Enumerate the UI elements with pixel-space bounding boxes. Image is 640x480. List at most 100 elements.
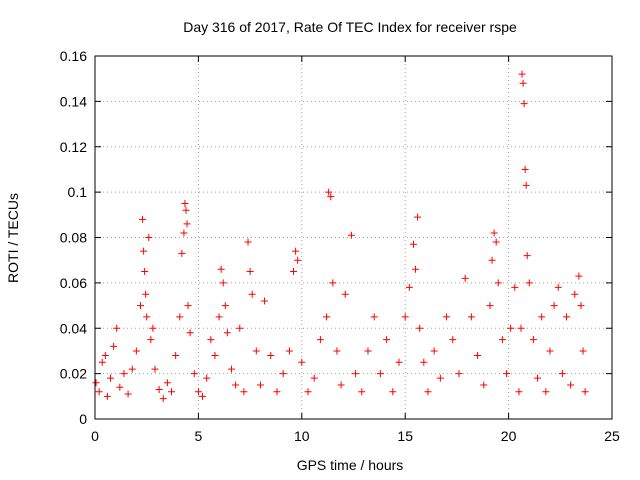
y-axis-label: ROTI / TECUs [5, 193, 21, 283]
data-point [529, 336, 537, 344]
data-point [370, 313, 378, 321]
data-point [215, 313, 223, 321]
data-point [488, 256, 496, 264]
data-point [290, 268, 298, 276]
data-point [101, 351, 109, 359]
data-point [316, 336, 324, 344]
data-point [136, 302, 144, 310]
data-point [310, 374, 318, 382]
data-point [223, 329, 231, 337]
data-point [383, 336, 391, 344]
data-point [107, 374, 115, 382]
y-tick-label: 0 [79, 411, 87, 427]
data-point [474, 351, 482, 359]
data-point [341, 290, 349, 298]
data-point [95, 388, 103, 396]
data-point [190, 370, 198, 378]
x-tick-label: 25 [604, 428, 620, 444]
data-point [143, 313, 151, 321]
data-point [416, 324, 424, 332]
data-point [480, 381, 488, 389]
data-point [376, 370, 384, 378]
data-point [521, 165, 529, 173]
data-point [546, 347, 554, 355]
data-point [176, 313, 184, 321]
data-point [163, 379, 171, 387]
y-tick-label: 0.08 [60, 230, 87, 246]
data-point [181, 199, 189, 207]
data-point [232, 381, 240, 389]
data-point [538, 313, 546, 321]
data-point [522, 181, 530, 189]
data-point [519, 79, 527, 87]
x-axis-label: GPS time / hours [297, 457, 404, 473]
data-point [337, 381, 345, 389]
data-point [494, 279, 502, 287]
data-point [443, 313, 451, 321]
data-point [424, 388, 432, 396]
data-point [149, 324, 157, 332]
data-point [172, 351, 180, 359]
data-point [124, 390, 132, 398]
data-point [141, 268, 149, 276]
data-point [211, 351, 219, 359]
data-point [329, 279, 337, 287]
data-point [347, 231, 355, 239]
data-point [155, 386, 163, 394]
data-point [364, 347, 372, 355]
data-point [414, 213, 422, 221]
data-point [168, 388, 176, 396]
data-point [128, 365, 136, 373]
data-point [515, 388, 523, 396]
grid-lines [95, 56, 612, 419]
data-point [298, 358, 306, 366]
data-point [294, 256, 302, 264]
data-point [567, 381, 575, 389]
data-point [145, 234, 153, 241]
data-point [542, 388, 550, 396]
data-point [236, 324, 244, 332]
y-tick-label: 0.04 [60, 320, 87, 336]
data-point [520, 100, 528, 108]
data-point [132, 347, 140, 355]
data-point [579, 347, 587, 355]
data-point [550, 302, 558, 310]
data-point [178, 249, 186, 257]
data-point [412, 265, 420, 273]
data-point [577, 302, 585, 310]
data-point [525, 279, 533, 287]
data-point [246, 268, 254, 276]
axis-ticks: 0 0.02 0.04 0.06 0.08 0.1 0.12 0.14 0.16 0 5 10 15 20… [60, 48, 620, 444]
data-point [248, 290, 256, 298]
data-point [449, 336, 457, 344]
data-point [323, 313, 331, 321]
data-point [486, 302, 494, 310]
data-point [184, 302, 192, 310]
data-point [395, 358, 403, 366]
data-point [436, 374, 444, 382]
data-point [273, 388, 281, 396]
x-tick-label: 20 [501, 428, 517, 444]
data-point [203, 374, 211, 382]
y-tick-label: 0.14 [60, 93, 87, 109]
data-point [325, 188, 333, 196]
data-point [405, 283, 413, 291]
data-point [285, 347, 293, 355]
data-point [498, 336, 506, 344]
data-point [113, 324, 121, 332]
y-tick-label: 0.1 [68, 184, 88, 200]
data-point [554, 283, 562, 291]
data-point [409, 240, 417, 248]
data-point [279, 370, 287, 378]
data-point [575, 272, 583, 280]
data-point [92, 379, 100, 387]
data-points [92, 70, 589, 403]
data-point [511, 283, 519, 291]
data-point [140, 247, 148, 255]
data-point [492, 238, 500, 246]
data-point [103, 392, 111, 400]
data-point [558, 370, 566, 378]
data-point [142, 290, 150, 298]
data-point [358, 388, 366, 396]
data-point [518, 70, 526, 78]
